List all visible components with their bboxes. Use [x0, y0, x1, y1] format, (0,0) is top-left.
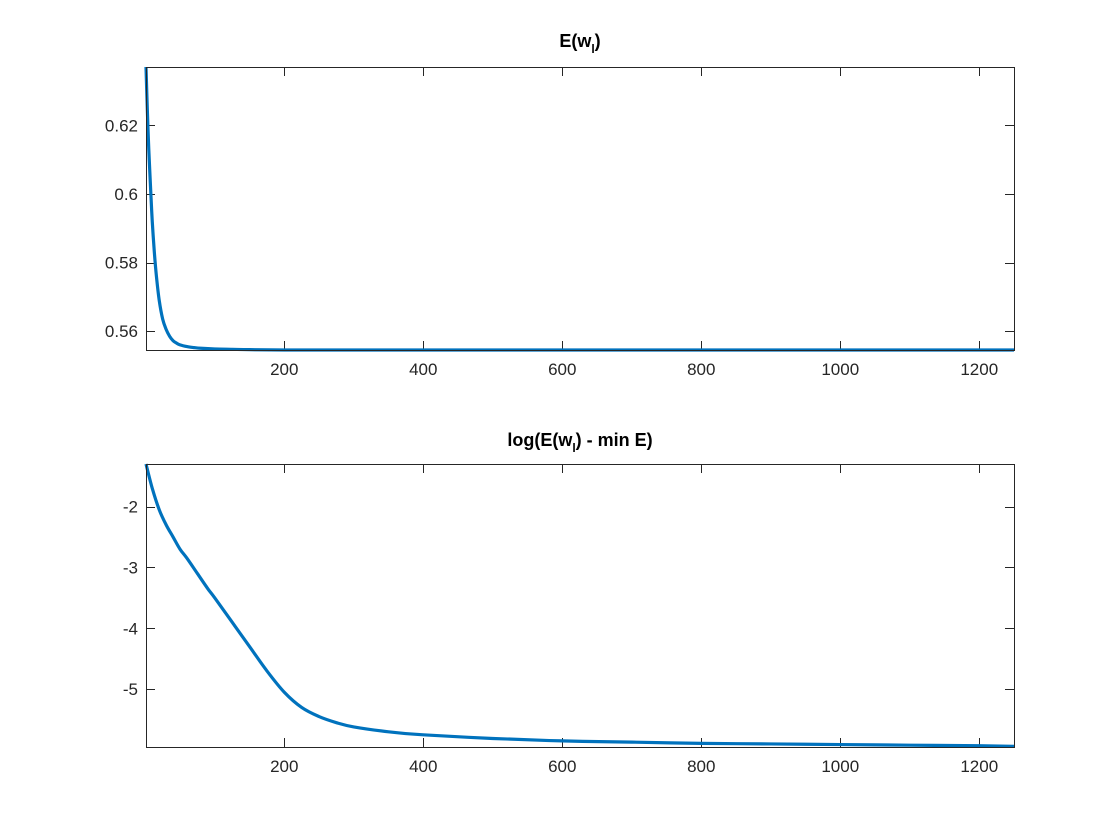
bottom-x-tick-label-200: 200 [270, 757, 298, 776]
bottom-chart-title: log(E(wl) - min E) [507, 430, 652, 455]
top-chart-title: E(wl) [559, 31, 600, 56]
bottom-title-tail: ) - min E) [576, 430, 653, 450]
bottom-series-line [144, 463, 1015, 748]
top-y-tick-label-3: 0.62 [105, 116, 138, 135]
bottom-x-tick-label-400: 400 [409, 757, 437, 776]
top-x-tick-label-1200: 1200 [960, 360, 998, 379]
top-axes-box [146, 67, 1015, 351]
bottom-y-tick-label-1: -4 [123, 619, 138, 638]
bottom-x-tick-label-600: 600 [548, 757, 576, 776]
bottom-chart-panel: log(E(wl) - min E) 200 400 600 800 1000 1200 -… [123, 430, 1015, 776]
bottom-title-main: log(E(w [507, 430, 573, 450]
top-x-tick-label-1000: 1000 [821, 360, 859, 379]
bottom-axes-box [146, 464, 1015, 748]
top-ticks: 200 400 600 800 1000 1200 0.56 0.58 0.6 0.62 [105, 67, 1014, 379]
top-y-tick-label-2: 0.6 [114, 185, 138, 204]
bottom-title-subscript: l [572, 441, 575, 455]
top-y-tick-label-1: 0.58 [105, 254, 138, 273]
top-title-subscript: l [591, 42, 594, 56]
top-x-tick-label-600: 600 [548, 360, 576, 379]
top-title-main: E(w [559, 31, 592, 51]
bottom-y-tick-label-2: -3 [123, 558, 138, 577]
bottom-x-tick-label-800: 800 [687, 757, 715, 776]
bottom-x-tick-label-1200: 1200 [960, 757, 998, 776]
top-y-tick-label-0: 0.56 [105, 322, 138, 341]
top-x-tick-label-200: 200 [270, 360, 298, 379]
bottom-y-tick-label-3: -2 [123, 498, 138, 517]
top-title-tail: ) [595, 31, 601, 51]
bottom-y-tick-label-0: -5 [123, 680, 138, 699]
top-x-tick-label-800: 800 [687, 360, 715, 379]
bottom-x-tick-label-1000: 1000 [821, 757, 859, 776]
top-chart-panel: E(wl) 200 400 600 800 1000 1200 0.56 0.58 0.6 0.6… [105, 31, 1015, 379]
top-x-tick-label-400: 400 [409, 360, 437, 379]
bottom-ticks: 200 400 600 800 1000 1200 -5 -4 -3 -2 [123, 464, 1014, 776]
